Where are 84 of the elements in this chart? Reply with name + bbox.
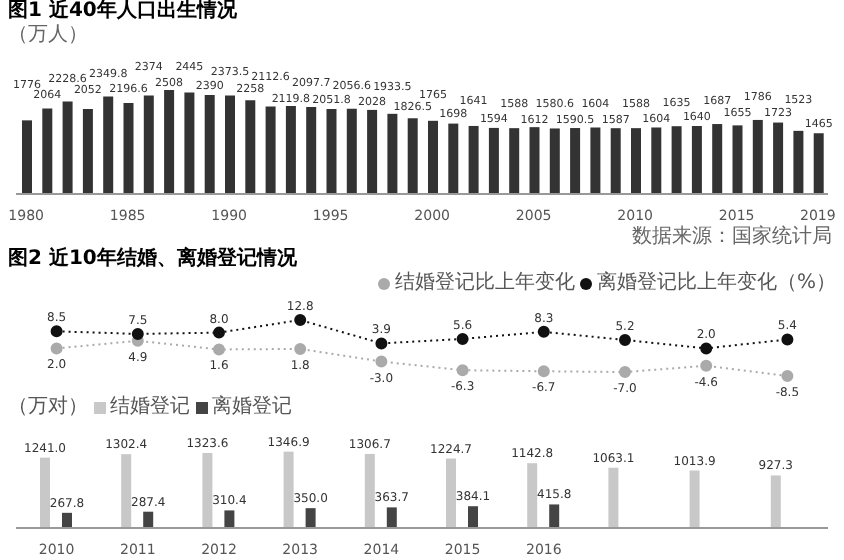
bar [364, 453, 375, 528]
point [537, 365, 550, 378]
bar [82, 108, 93, 194]
bar [793, 130, 804, 194]
bar [608, 467, 619, 528]
point [781, 370, 794, 382]
bar [22, 120, 32, 194]
bar [610, 128, 621, 194]
bar [245, 100, 256, 194]
bar [527, 463, 538, 528]
chart-title: 图2 近10年结婚、离婚登记情况 [6, 248, 299, 272]
bar [671, 126, 682, 194]
bar [590, 127, 601, 194]
point [456, 364, 469, 377]
point [294, 342, 307, 355]
bar [224, 510, 235, 528]
legend-label: 结婚登记比上年变化 [392, 272, 575, 296]
bar [428, 120, 438, 194]
bar [305, 508, 316, 528]
legend-label: 离婚登记比上年变化（%） [594, 272, 836, 296]
bar [143, 95, 154, 194]
chart-subtitle: （万人） [6, 24, 90, 46]
bar [689, 470, 700, 528]
point [375, 337, 388, 350]
bar [346, 108, 357, 194]
bar [143, 511, 154, 528]
bar [184, 92, 195, 194]
point [50, 342, 63, 355]
bar [62, 101, 73, 194]
bar [446, 458, 456, 528]
point [619, 333, 631, 346]
bar [813, 133, 824, 194]
bar [488, 127, 499, 194]
point [294, 314, 307, 326]
point [619, 366, 631, 379]
bar [549, 128, 560, 194]
bar [42, 108, 53, 194]
bar [40, 457, 50, 528]
bar [407, 118, 418, 194]
bar [265, 106, 276, 194]
bar [306, 107, 317, 194]
bar [386, 507, 397, 528]
bar [283, 451, 294, 528]
bar [326, 108, 337, 194]
bar [549, 504, 560, 528]
bar [285, 106, 296, 194]
legend-label: 结婚登记 [108, 396, 190, 420]
bar [529, 127, 540, 194]
chart-subtitle: （万对） [8, 396, 88, 420]
bar [448, 123, 459, 194]
point [700, 359, 713, 372]
bar [732, 125, 743, 194]
bar [387, 113, 398, 194]
bar [225, 95, 235, 194]
bar [121, 454, 132, 528]
bar [651, 127, 662, 194]
bar [773, 122, 784, 194]
point [213, 326, 225, 339]
point [700, 342, 713, 355]
bar [123, 102, 134, 194]
point [456, 332, 469, 345]
bar [62, 512, 72, 528]
bar [367, 109, 378, 194]
bar [468, 506, 478, 528]
bar [570, 128, 581, 194]
source-note: 数据来源：国家统计局 [630, 226, 834, 248]
bar [164, 90, 175, 194]
bar [204, 94, 215, 194]
bar [631, 128, 641, 194]
bar [691, 125, 702, 194]
point [131, 327, 144, 340]
point [375, 355, 388, 368]
point [537, 325, 550, 338]
bar [468, 125, 479, 194]
bar [712, 124, 723, 194]
bar [202, 452, 213, 528]
bar [752, 119, 763, 194]
legend-label: 离婚登记 [210, 396, 292, 420]
point [781, 333, 794, 346]
point [50, 325, 63, 338]
bar [509, 128, 520, 194]
bar [103, 96, 114, 194]
bar [770, 475, 781, 528]
point [213, 343, 225, 356]
